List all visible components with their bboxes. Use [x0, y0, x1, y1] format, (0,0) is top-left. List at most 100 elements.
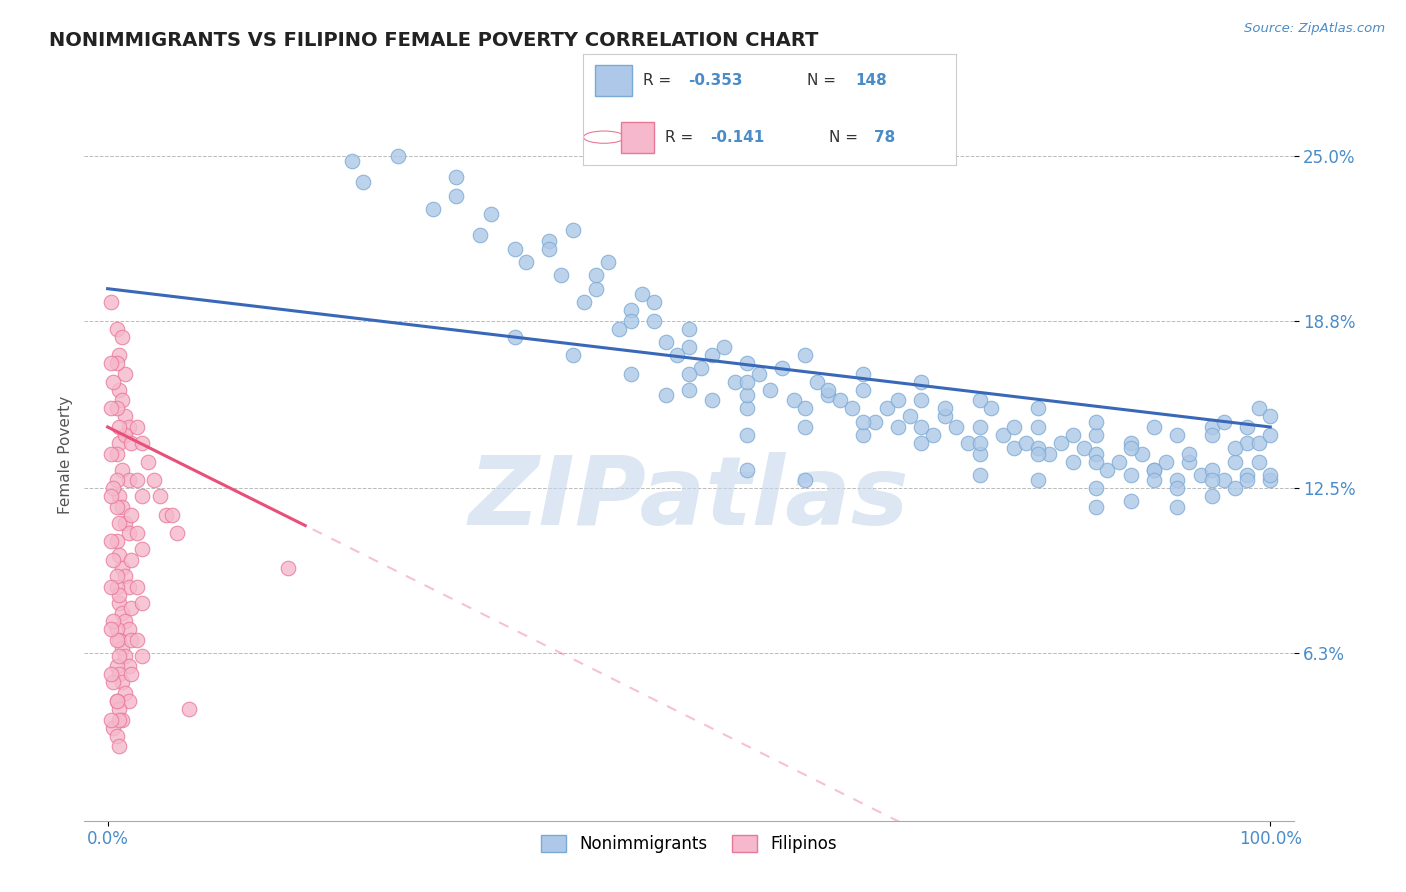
Point	[678, 383, 700, 397]
Point	[1166, 500, 1188, 514]
Point	[108, 632, 131, 647]
Point	[105, 632, 128, 647]
Point	[1026, 442, 1049, 456]
Point	[969, 436, 991, 450]
Point	[585, 268, 607, 283]
Point	[852, 367, 875, 381]
Point	[934, 409, 956, 424]
Point	[1143, 473, 1166, 487]
Point	[1038, 447, 1060, 461]
Point	[125, 632, 148, 647]
Text: 78: 78	[875, 129, 896, 145]
Point	[910, 393, 932, 408]
Point	[103, 721, 125, 735]
Point	[114, 686, 136, 700]
Point	[177, 702, 200, 716]
Point	[503, 242, 526, 256]
Point	[1212, 473, 1234, 487]
Point	[852, 428, 875, 442]
Point	[980, 401, 1002, 416]
Point	[794, 473, 817, 487]
Point	[735, 356, 758, 370]
Point	[934, 401, 956, 416]
Point	[666, 348, 689, 362]
Point	[100, 667, 122, 681]
Point	[887, 420, 910, 434]
Point	[620, 367, 643, 381]
Point	[503, 329, 526, 343]
Point	[277, 561, 299, 575]
Point	[1119, 442, 1142, 456]
Point	[110, 640, 132, 655]
Point	[1073, 442, 1095, 456]
Point	[422, 202, 444, 216]
Point	[830, 393, 852, 408]
Point	[585, 282, 607, 296]
Point	[108, 436, 131, 450]
Point	[105, 569, 128, 583]
Point	[678, 367, 700, 381]
Point	[1178, 454, 1201, 468]
Point	[1004, 442, 1026, 456]
Point	[131, 648, 153, 663]
Point	[1201, 462, 1223, 476]
Point	[969, 393, 991, 408]
Point	[806, 375, 828, 389]
Point	[969, 420, 991, 434]
Point	[1084, 454, 1107, 468]
Point	[1050, 436, 1073, 450]
Point	[108, 548, 131, 562]
Point	[841, 401, 863, 416]
Point	[114, 648, 136, 663]
Point	[735, 428, 758, 442]
Point	[1247, 454, 1270, 468]
Point	[100, 489, 122, 503]
Point	[105, 729, 128, 743]
Legend: Nonimmigrants, Filipinos: Nonimmigrants, Filipinos	[534, 829, 844, 860]
Point	[1236, 473, 1258, 487]
Point	[387, 149, 409, 163]
Point	[876, 401, 898, 416]
Point	[1154, 454, 1177, 468]
Point	[1225, 454, 1247, 468]
Point	[631, 287, 654, 301]
Point	[969, 447, 991, 461]
Point	[1097, 462, 1119, 476]
Point	[110, 675, 132, 690]
Point	[468, 228, 491, 243]
Point	[117, 622, 139, 636]
Point	[100, 713, 122, 727]
Point	[1143, 462, 1166, 476]
Point	[120, 632, 142, 647]
Point	[120, 508, 142, 522]
Point	[110, 329, 132, 343]
Point	[105, 447, 128, 461]
Point	[125, 420, 148, 434]
Point	[108, 713, 131, 727]
Point	[678, 321, 700, 335]
Point	[1119, 494, 1142, 508]
Point	[103, 481, 125, 495]
Point	[105, 356, 128, 370]
Point	[105, 659, 128, 673]
Point	[1084, 447, 1107, 461]
Point	[794, 348, 817, 362]
Point	[1166, 481, 1188, 495]
Point	[852, 383, 875, 397]
Point	[887, 393, 910, 408]
Point	[100, 295, 122, 310]
Point	[117, 473, 139, 487]
Point	[108, 648, 131, 663]
Point	[103, 375, 125, 389]
Point	[131, 436, 153, 450]
Point	[117, 659, 139, 673]
Point	[100, 447, 122, 461]
Point	[166, 526, 188, 541]
Point	[1201, 489, 1223, 503]
Point	[702, 393, 724, 408]
Point	[117, 694, 139, 708]
Point	[515, 255, 537, 269]
Point	[735, 401, 758, 416]
Point	[1084, 500, 1107, 514]
Point	[956, 436, 979, 450]
